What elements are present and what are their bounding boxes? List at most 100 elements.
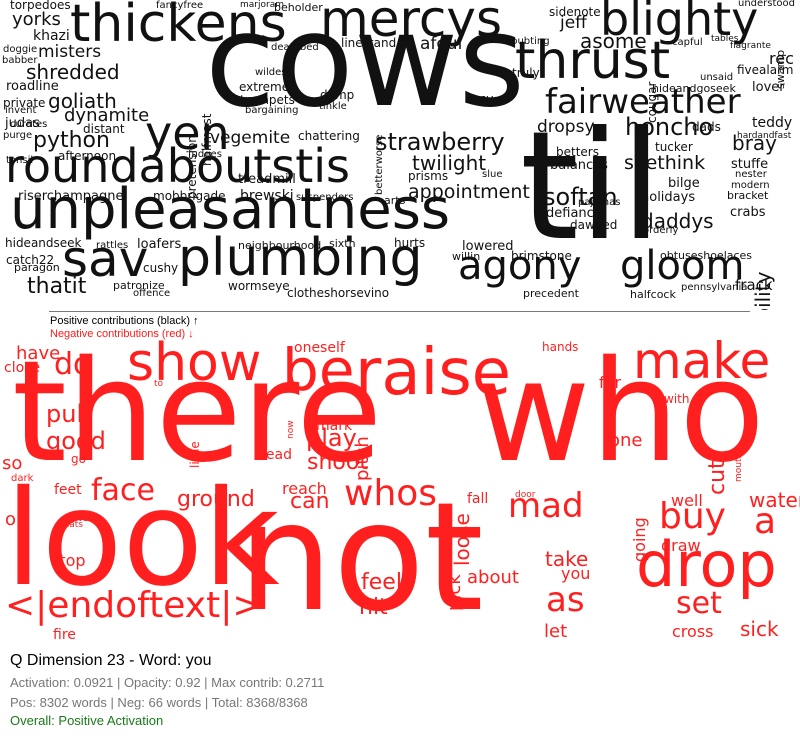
activation-stats: Activation: 0.0921 | Opacity: 0.92 | Max… — [10, 675, 324, 690]
negative-word: oneself — [294, 341, 345, 355]
positive-word: brimstone — [511, 250, 572, 262]
positive-word: cushy — [143, 262, 178, 274]
negative-word: thats — [60, 521, 83, 530]
positive-word: suspenders — [296, 193, 353, 203]
negative-word: good — [46, 429, 106, 453]
negative-word: go — [71, 453, 86, 465]
positive-word: damp — [320, 89, 354, 101]
positive-word: purge — [3, 131, 32, 141]
positive-word: holidays — [641, 191, 695, 204]
positive-word: paragon — [14, 262, 60, 273]
positive-word: babber — [2, 56, 37, 66]
positive-word: seethink — [624, 154, 705, 173]
info-footer: Q Dimension 23 - Word: you Activation: 0… — [10, 652, 324, 728]
negative-word: fall — [467, 492, 488, 506]
negative-word: head — [257, 448, 292, 462]
positive-word: balances — [550, 159, 608, 172]
positive-word: curates — [10, 120, 47, 130]
positive-word: pretension — [186, 135, 198, 199]
positive-word: tucker — [655, 141, 693, 153]
positive-word: slue — [482, 170, 502, 180]
negative-word: hit — [359, 597, 388, 619]
negative-word-cloud: there who look not drop raise make show be <|endo… — [0, 338, 800, 648]
positive-word: cougar — [646, 82, 658, 123]
positive-word: khazi — [33, 29, 70, 43]
negative-word: make — [633, 338, 770, 386]
negative-word: cross — [672, 624, 713, 640]
positive-word: hurts — [394, 237, 425, 249]
negative-word: whos — [344, 476, 437, 512]
positive-word: hideandgoseek — [652, 83, 736, 94]
negative-word: cut — [707, 460, 729, 495]
negative-word: loose — [452, 513, 472, 566]
overall-activation: Overall: Positive Activation — [10, 713, 324, 728]
positive-word: hideandseek — [5, 237, 81, 249]
positive-word: flagrante — [730, 42, 771, 51]
positive-word: dawned — [570, 219, 617, 231]
positive-word: private — [3, 97, 45, 109]
positive-word: sixth — [329, 238, 356, 249]
positive-word: marjoram — [240, 1, 284, 10]
positive-word-cloud: cows til unpleasantness roundaboutstis plumb… — [0, 0, 800, 310]
negative-word: raise — [355, 341, 511, 405]
positive-word: orderly — [643, 226, 678, 236]
positive-word: neighbourhood — [238, 240, 321, 251]
positive-word: asome — [580, 31, 647, 51]
negative-word: hands — [542, 341, 578, 353]
positive-word: bracket — [727, 190, 768, 201]
positive-word: wildest — [255, 68, 290, 78]
negative-word: face — [91, 476, 155, 506]
negative-word: far — [599, 375, 621, 391]
positive-word: vegemite — [210, 130, 290, 147]
negative-word: ground — [177, 489, 255, 511]
negative-word: to — [154, 380, 163, 389]
positive-word: wormseye — [228, 280, 290, 292]
positive-word: rattles — [96, 241, 128, 251]
negative-word: set — [676, 589, 722, 619]
negative-word: feel — [361, 572, 402, 594]
positive-word: crabs — [730, 206, 765, 219]
negative-word: water — [749, 490, 800, 510]
negative-word: you — [561, 566, 590, 582]
positive-word: obtuseshoelaces — [660, 250, 752, 261]
positive-word: pennsylvania — [681, 283, 747, 293]
positive-word: tinkle — [319, 102, 347, 112]
positive-word: willin — [452, 251, 480, 262]
cloud-divider — [49, 311, 750, 312]
negative-word: let — [544, 623, 567, 641]
positive-word: sidenote — [549, 6, 601, 18]
negative-word: dark — [11, 474, 33, 484]
positive-word: yorks — [12, 11, 61, 29]
positive-word: appointment — [408, 183, 530, 202]
positive-word: doggie — [3, 45, 37, 55]
positive-word: distant — [83, 123, 125, 135]
negative-word: feet — [54, 483, 82, 497]
positive-word: riserchampagne — [18, 190, 124, 203]
negative-word: as — [546, 583, 585, 617]
positive-word: doubting — [505, 37, 550, 47]
positive-word: misters — [38, 44, 101, 61]
positive-word: treadmill — [238, 173, 296, 186]
positive-word: afoul — [420, 36, 462, 53]
negative-word: one — [609, 432, 643, 450]
negative-word: pitch — [354, 436, 372, 481]
positive-word: truly — [512, 67, 540, 79]
positive-word: dads — [692, 121, 721, 133]
positive-word: swamp — [775, 50, 786, 89]
word-count-stats: Pos: 8302 words | Neg: 66 words | Total:… — [10, 695, 324, 710]
positive-word: understood — [738, 0, 795, 9]
negative-word: well — [671, 493, 703, 509]
negative-word: reach — [282, 481, 327, 497]
negative-word: with — [664, 393, 689, 405]
legend-positive: Positive contributions (black) ↑ — [50, 315, 199, 327]
positive-word: precedent — [523, 288, 579, 299]
positive-word: linestand — [341, 37, 396, 49]
negative-word: show — [127, 338, 261, 389]
positive-word: halfcock — [630, 289, 676, 300]
negative-word: little — [189, 441, 201, 468]
positive-word: prisms — [408, 170, 448, 182]
positive-word: deathbed — [271, 43, 319, 53]
positive-word: bargaining — [245, 106, 298, 116]
positive-word: tonsil — [6, 156, 33, 166]
positive-word: nester — [735, 170, 767, 180]
